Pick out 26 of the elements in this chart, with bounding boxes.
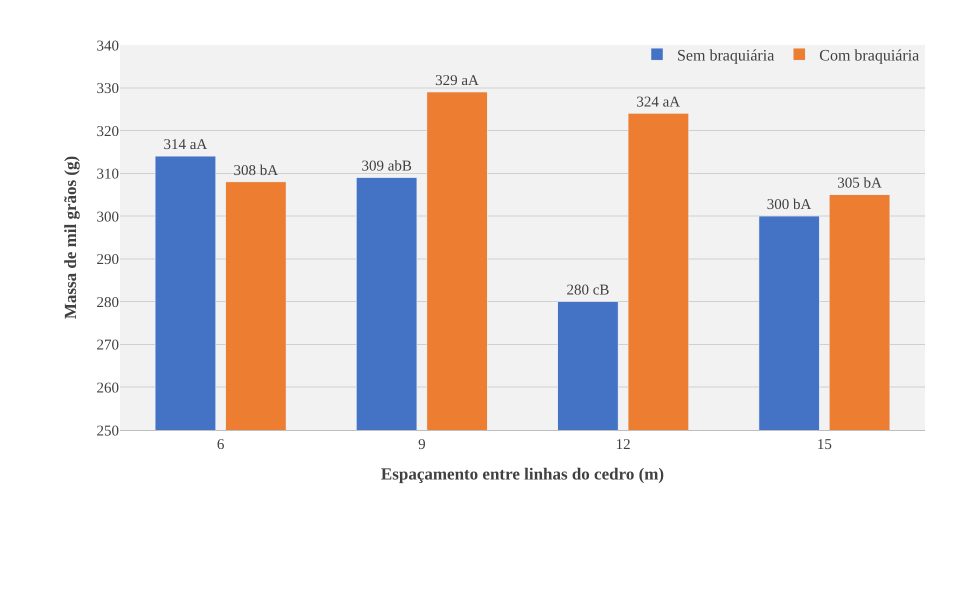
- data-label: 329 aA: [435, 73, 480, 90]
- data-label: 300 bA: [766, 197, 812, 214]
- x-tick-label: 12: [616, 437, 631, 453]
- x-tick-label: 15: [816, 437, 832, 453]
- legend-label: Sem braquiária: [677, 47, 774, 64]
- y-axis-title: Massa de mil grãos (g): [61, 156, 80, 320]
- y-tick-label: 270: [96, 338, 119, 354]
- x-axis-title: Espaçamento entre linhas do cedro (m): [380, 464, 664, 484]
- y-tick-label: 260: [96, 380, 119, 396]
- data-label: 309 abB: [361, 158, 412, 175]
- y-tick-label: 280: [96, 294, 119, 311]
- y-tick-label: 300: [96, 209, 119, 226]
- y-tick-label: 320: [96, 124, 119, 140]
- x-tick-label: 9: [418, 437, 426, 453]
- data-label: 305 bA: [837, 176, 882, 192]
- data-label: 280 cB: [566, 282, 610, 299]
- data-label: 314 aA: [163, 137, 208, 154]
- data-label: 324 aA: [636, 94, 680, 110]
- x-tick-label: 6: [216, 437, 225, 453]
- legend-label: Com braquiária: [819, 47, 920, 64]
- y-tick-label: 330: [96, 81, 119, 98]
- data-label: 308 bA: [233, 162, 278, 179]
- y-tick-label: 310: [96, 166, 119, 183]
- y-tick-label: 250: [96, 423, 119, 440]
- y-tick-label: 290: [96, 252, 119, 268]
- y-tick-label: 340: [96, 38, 119, 54]
